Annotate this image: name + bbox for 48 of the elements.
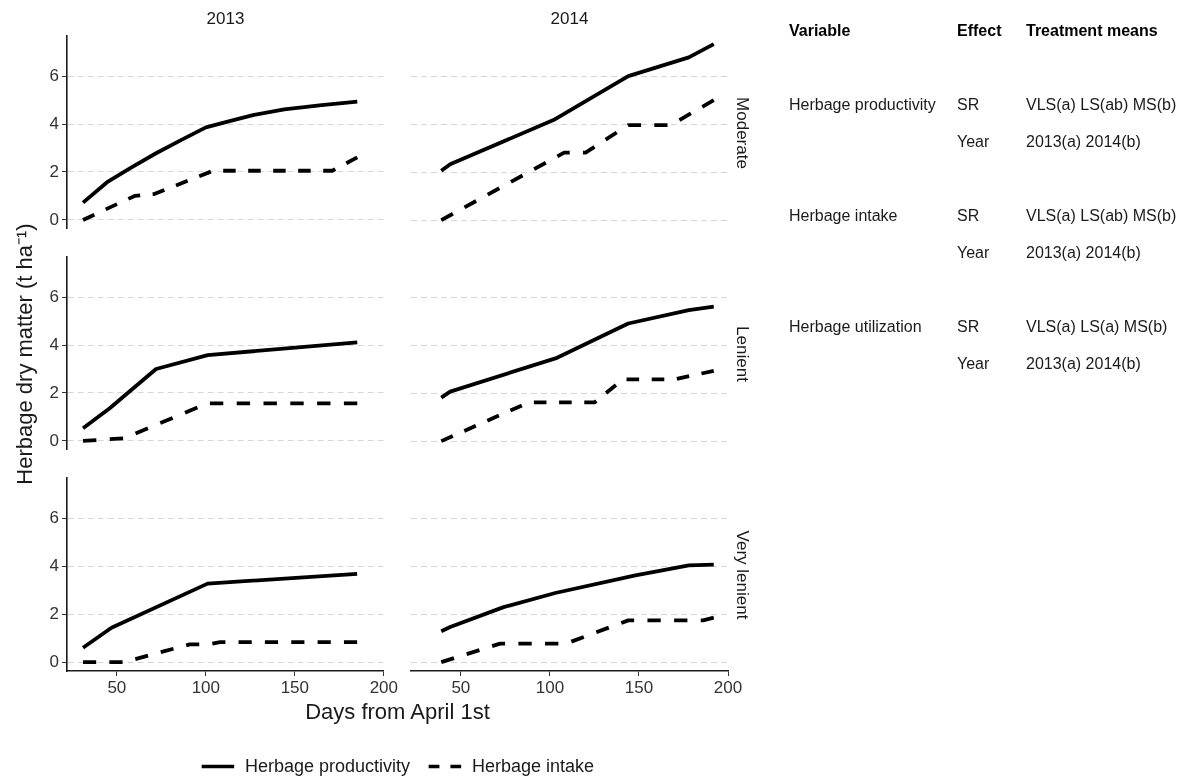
text: SR (957, 207, 980, 225)
text: Year (957, 244, 990, 262)
chart-title: 2013 (206, 8, 245, 29)
text: VLS(a) LS(ab) MS(b) (1026, 96, 1177, 114)
x-tick-label: 50 (107, 677, 127, 697)
y-tick-label: 2 (49, 161, 59, 181)
x-tick-label: 200 (713, 677, 743, 697)
text: Effect (957, 22, 1002, 40)
text: Variable (789, 22, 851, 40)
y-tick-label: 0 (49, 651, 59, 671)
y-tick-label: 0 (49, 430, 59, 450)
y-tick-label: 2 (49, 382, 59, 402)
x-tick-label: 200 (369, 677, 399, 697)
text: 2013(a) 2014(b) (1026, 244, 1141, 262)
y-tick-label: 6 (49, 507, 59, 527)
legend-label: Herbage intake (472, 755, 595, 777)
y-tick-label: 4 (49, 555, 59, 575)
text: Treatment means (1026, 22, 1158, 40)
text: Very lenient (732, 530, 753, 619)
x-tick-label: 150 (280, 677, 310, 697)
y-tick-label: 4 (49, 113, 59, 133)
y-axis-title: Herbage dry matter (t ha⁻¹) (11, 222, 38, 485)
chart-title: 2014 (550, 8, 589, 29)
line-series (81, 155, 360, 222)
y-tick-label: 0 (49, 209, 59, 229)
y-tick-label: 2 (49, 603, 59, 623)
y-tick-label: 6 (49, 65, 59, 85)
text: Moderate (732, 96, 753, 169)
x-tick-label: 150 (624, 677, 654, 697)
text: 2013(a) 2014(b) (1026, 355, 1141, 373)
text: Herbage productivity (789, 96, 936, 114)
text: VLS(a) LS(ab) MS(b) (1026, 207, 1177, 225)
text: Herbage utilization (789, 318, 922, 336)
legend-label: Herbage productivity (244, 755, 410, 777)
x-tick-label: 100 (535, 677, 565, 697)
y-tick-label: 4 (49, 334, 59, 354)
text: VLS(a) LS(a) MS(b) (1026, 318, 1168, 336)
text: SR (957, 96, 980, 114)
x-axis-title: Days from April 1st (305, 698, 490, 725)
x-tick-label: 100 (191, 677, 221, 697)
x-tick-label: 50 (451, 677, 471, 697)
text: SR (957, 318, 980, 336)
text: Year (957, 355, 990, 373)
text: Lenient (732, 325, 753, 382)
text: 2013(a) 2014(b) (1026, 133, 1141, 151)
text: Year (957, 133, 990, 151)
text: Herbage intake (789, 207, 898, 225)
y-tick-label: 6 (49, 286, 59, 306)
